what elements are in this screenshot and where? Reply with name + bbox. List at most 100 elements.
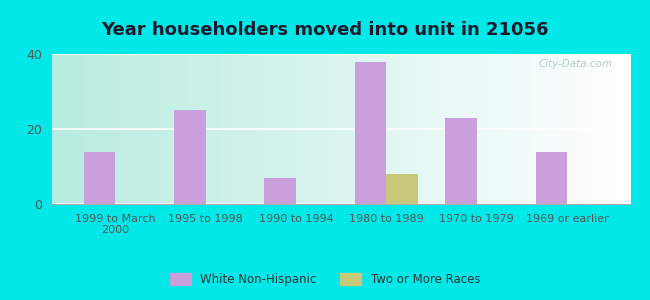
Bar (110, 54, 112, 204)
Text: Year householders moved into unit in 21056: Year householders moved into unit in 210… (101, 21, 549, 39)
Bar (365, 54, 367, 204)
Bar (391, 54, 393, 204)
Bar (252, 54, 255, 204)
Bar (379, 54, 382, 204)
Bar (532, 54, 535, 204)
Bar (457, 54, 460, 204)
Bar (246, 54, 249, 204)
Bar (266, 54, 269, 204)
Bar (228, 54, 231, 204)
Bar (376, 54, 379, 204)
Bar (495, 54, 497, 204)
Bar (529, 54, 532, 204)
Bar (396, 54, 399, 204)
Bar (66, 54, 70, 204)
Bar (153, 54, 156, 204)
Bar (217, 54, 220, 204)
Bar (622, 54, 625, 204)
Bar (58, 54, 60, 204)
Text: City-Data.com: City-Data.com (539, 58, 613, 68)
Bar (387, 174, 418, 204)
Bar (136, 54, 139, 204)
Bar (159, 54, 162, 204)
Bar (408, 54, 411, 204)
Bar (70, 54, 72, 204)
Bar (573, 54, 575, 204)
Bar (454, 54, 457, 204)
Bar (168, 54, 170, 204)
Legend: White Non-Hispanic, Two or More Races: White Non-Hispanic, Two or More Races (165, 268, 485, 291)
Bar (188, 54, 191, 204)
Bar (564, 54, 567, 204)
Bar (465, 54, 469, 204)
Bar (301, 54, 304, 204)
Bar (599, 54, 602, 204)
Bar (347, 54, 350, 204)
Bar (543, 54, 547, 204)
Bar (339, 54, 341, 204)
Bar (503, 54, 506, 204)
Bar (555, 54, 558, 204)
Bar (283, 54, 286, 204)
Bar (536, 152, 567, 204)
Bar (443, 54, 445, 204)
Bar (422, 54, 425, 204)
Bar (483, 54, 486, 204)
Bar (281, 54, 283, 204)
Bar (295, 54, 298, 204)
Bar (613, 54, 616, 204)
Bar (350, 54, 353, 204)
Bar (321, 54, 324, 204)
Bar (515, 54, 517, 204)
Bar (547, 54, 549, 204)
Bar (344, 54, 347, 204)
Bar (558, 54, 561, 204)
Bar (448, 54, 451, 204)
Bar (570, 54, 573, 204)
Bar (237, 54, 240, 204)
Bar (148, 54, 150, 204)
Bar (64, 54, 66, 204)
Bar (72, 54, 75, 204)
Bar (593, 54, 596, 204)
Bar (127, 54, 130, 204)
Bar (298, 54, 301, 204)
Bar (139, 54, 142, 204)
Bar (428, 54, 431, 204)
Bar (312, 54, 315, 204)
Bar (431, 54, 434, 204)
Bar (521, 54, 523, 204)
Bar (196, 54, 200, 204)
Bar (471, 54, 474, 204)
Bar (182, 54, 185, 204)
Bar (86, 54, 90, 204)
Bar (174, 54, 176, 204)
Bar (231, 54, 234, 204)
Bar (413, 54, 417, 204)
Bar (194, 54, 197, 204)
Bar (517, 54, 521, 204)
Bar (497, 54, 500, 204)
Bar (116, 54, 118, 204)
Bar (417, 54, 419, 204)
Bar (104, 54, 107, 204)
Bar (619, 54, 622, 204)
Bar (399, 54, 402, 204)
Bar (205, 54, 208, 204)
Bar (625, 54, 628, 204)
Bar (480, 54, 483, 204)
Bar (359, 54, 361, 204)
Bar (489, 54, 491, 204)
Bar (292, 54, 295, 204)
Bar (411, 54, 413, 204)
Bar (289, 54, 292, 204)
Bar (385, 54, 387, 204)
Bar (355, 61, 387, 204)
Bar (92, 54, 96, 204)
Bar (335, 54, 339, 204)
Bar (523, 54, 526, 204)
Bar (191, 54, 194, 204)
Bar (538, 54, 541, 204)
Bar (307, 54, 309, 204)
Bar (469, 54, 471, 204)
